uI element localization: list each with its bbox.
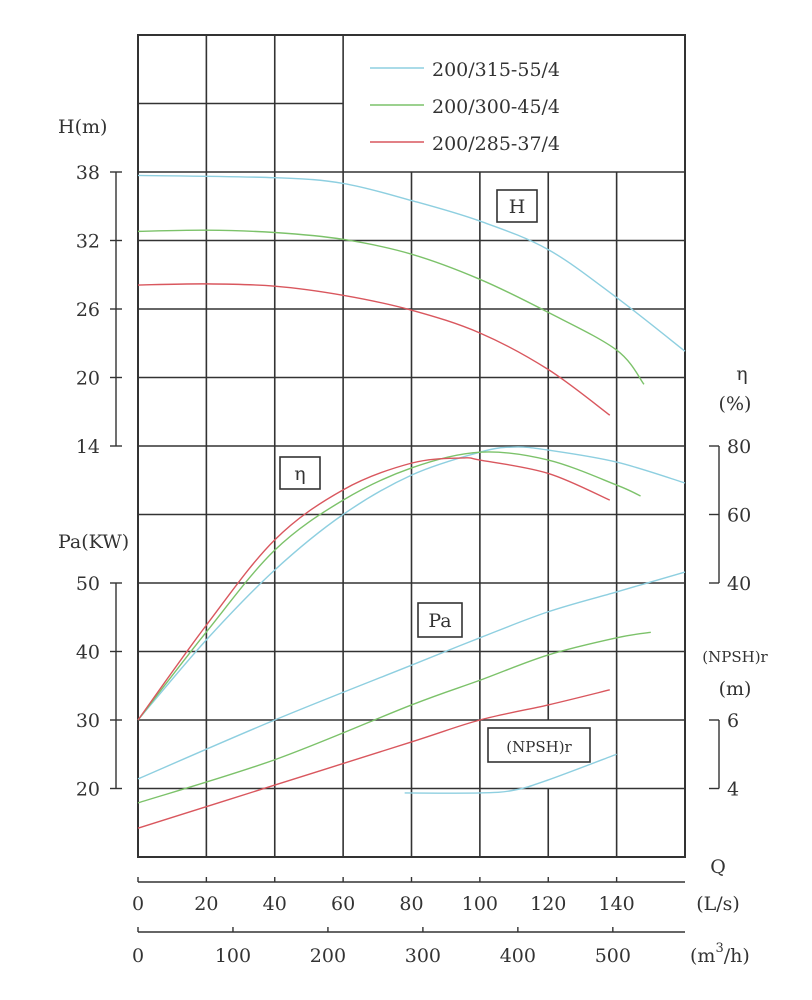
tick-label-eta: 80 bbox=[727, 436, 751, 458]
tick-label-q-ls: 20 bbox=[194, 893, 218, 915]
tick-label-q-m3h: 200 bbox=[310, 945, 346, 967]
legend-label: 200/300-45/4 bbox=[432, 96, 560, 118]
tick-label-h: 14 bbox=[76, 436, 100, 458]
curve-label-box bbox=[279, 456, 321, 490]
curve-eta-200-285-37-4 bbox=[137, 457, 611, 721]
tick-label-eta: 40 bbox=[727, 573, 751, 595]
legend: 200/315-55/4 200/300-45/4 200/285-37/4 bbox=[370, 59, 560, 155]
curve-label: (NPSH)r bbox=[506, 738, 572, 756]
curve-pa-200-315-55-4 bbox=[137, 571, 686, 780]
tick-label-h: 32 bbox=[76, 231, 100, 253]
tick-label-q-ls: 140 bbox=[598, 893, 634, 915]
curve-label-box bbox=[496, 189, 538, 223]
eta-axis-unit: (%) bbox=[719, 393, 752, 415]
curve-eta-200-315-55-4 bbox=[137, 446, 686, 721]
tick-label-q-m3h: 500 bbox=[595, 945, 631, 967]
curve-h-200-300-45-4 bbox=[137, 229, 645, 385]
labels: 38322620145040302080604064H(m)Pa(KW)η(%)… bbox=[58, 116, 769, 967]
npsh-axis-title: (NPSH)r bbox=[702, 648, 768, 666]
tick-label-h: 26 bbox=[76, 299, 100, 321]
tick-label-q-ls: 80 bbox=[399, 893, 423, 915]
tick-label-h: 20 bbox=[76, 368, 100, 390]
tick-label-q-m3h: 400 bbox=[500, 945, 536, 967]
eta-axis-title: η bbox=[736, 363, 747, 385]
curve-label-box bbox=[417, 602, 463, 638]
legend-label: 200/285-37/4 bbox=[432, 133, 560, 155]
h-axis-title: H(m) bbox=[58, 116, 107, 138]
curve-label-box bbox=[487, 727, 591, 763]
tick-label-npsh: 6 bbox=[727, 710, 739, 732]
curves bbox=[137, 174, 686, 829]
q-axis-unit-m3h: (m3/h) bbox=[690, 941, 750, 967]
curve-pa-200-285-37-4 bbox=[137, 689, 610, 829]
q-axis-title: Q bbox=[710, 856, 726, 878]
curve-pa-200-300-45-4 bbox=[137, 631, 651, 804]
pa-axis-title: Pa(KW) bbox=[58, 531, 129, 553]
tick-label-q-ls: 40 bbox=[263, 893, 287, 915]
tick-label-q-m3h: 100 bbox=[215, 945, 251, 967]
curve-npsh-200-315-55-4 bbox=[404, 753, 617, 794]
legend-label: 200/315-55/4 bbox=[432, 59, 560, 81]
tick-label-h: 38 bbox=[76, 162, 100, 184]
curve-label: H bbox=[509, 196, 526, 218]
tick-label-pa: 20 bbox=[76, 779, 100, 801]
curve-label: Pa bbox=[428, 610, 451, 632]
tick-label-npsh: 4 bbox=[727, 779, 739, 801]
tick-label-pa: 30 bbox=[76, 710, 100, 732]
curve-eta-200-300-45-4 bbox=[137, 451, 641, 721]
tick-label-q-ls: 120 bbox=[530, 893, 566, 915]
curve-label: η bbox=[294, 463, 305, 485]
curve-h-200-315-55-4 bbox=[137, 174, 686, 352]
tick-label-q-m3h: 0 bbox=[132, 945, 144, 967]
tick-label-pa: 40 bbox=[76, 642, 100, 664]
tick-label-q-ls: 100 bbox=[462, 893, 498, 915]
tick-label-q-ls: 0 bbox=[132, 893, 144, 915]
npsh-axis-unit: (m) bbox=[719, 678, 752, 700]
curve-h-200-285-37-4 bbox=[137, 283, 611, 416]
tick-label-q-ls: 60 bbox=[331, 893, 355, 915]
grid bbox=[137, 34, 686, 858]
q-axis-unit-ls: (L/s) bbox=[696, 893, 740, 915]
tick-label-pa: 50 bbox=[76, 573, 100, 595]
tick-label-eta: 60 bbox=[727, 505, 751, 527]
tick-label-q-m3h: 300 bbox=[405, 945, 441, 967]
